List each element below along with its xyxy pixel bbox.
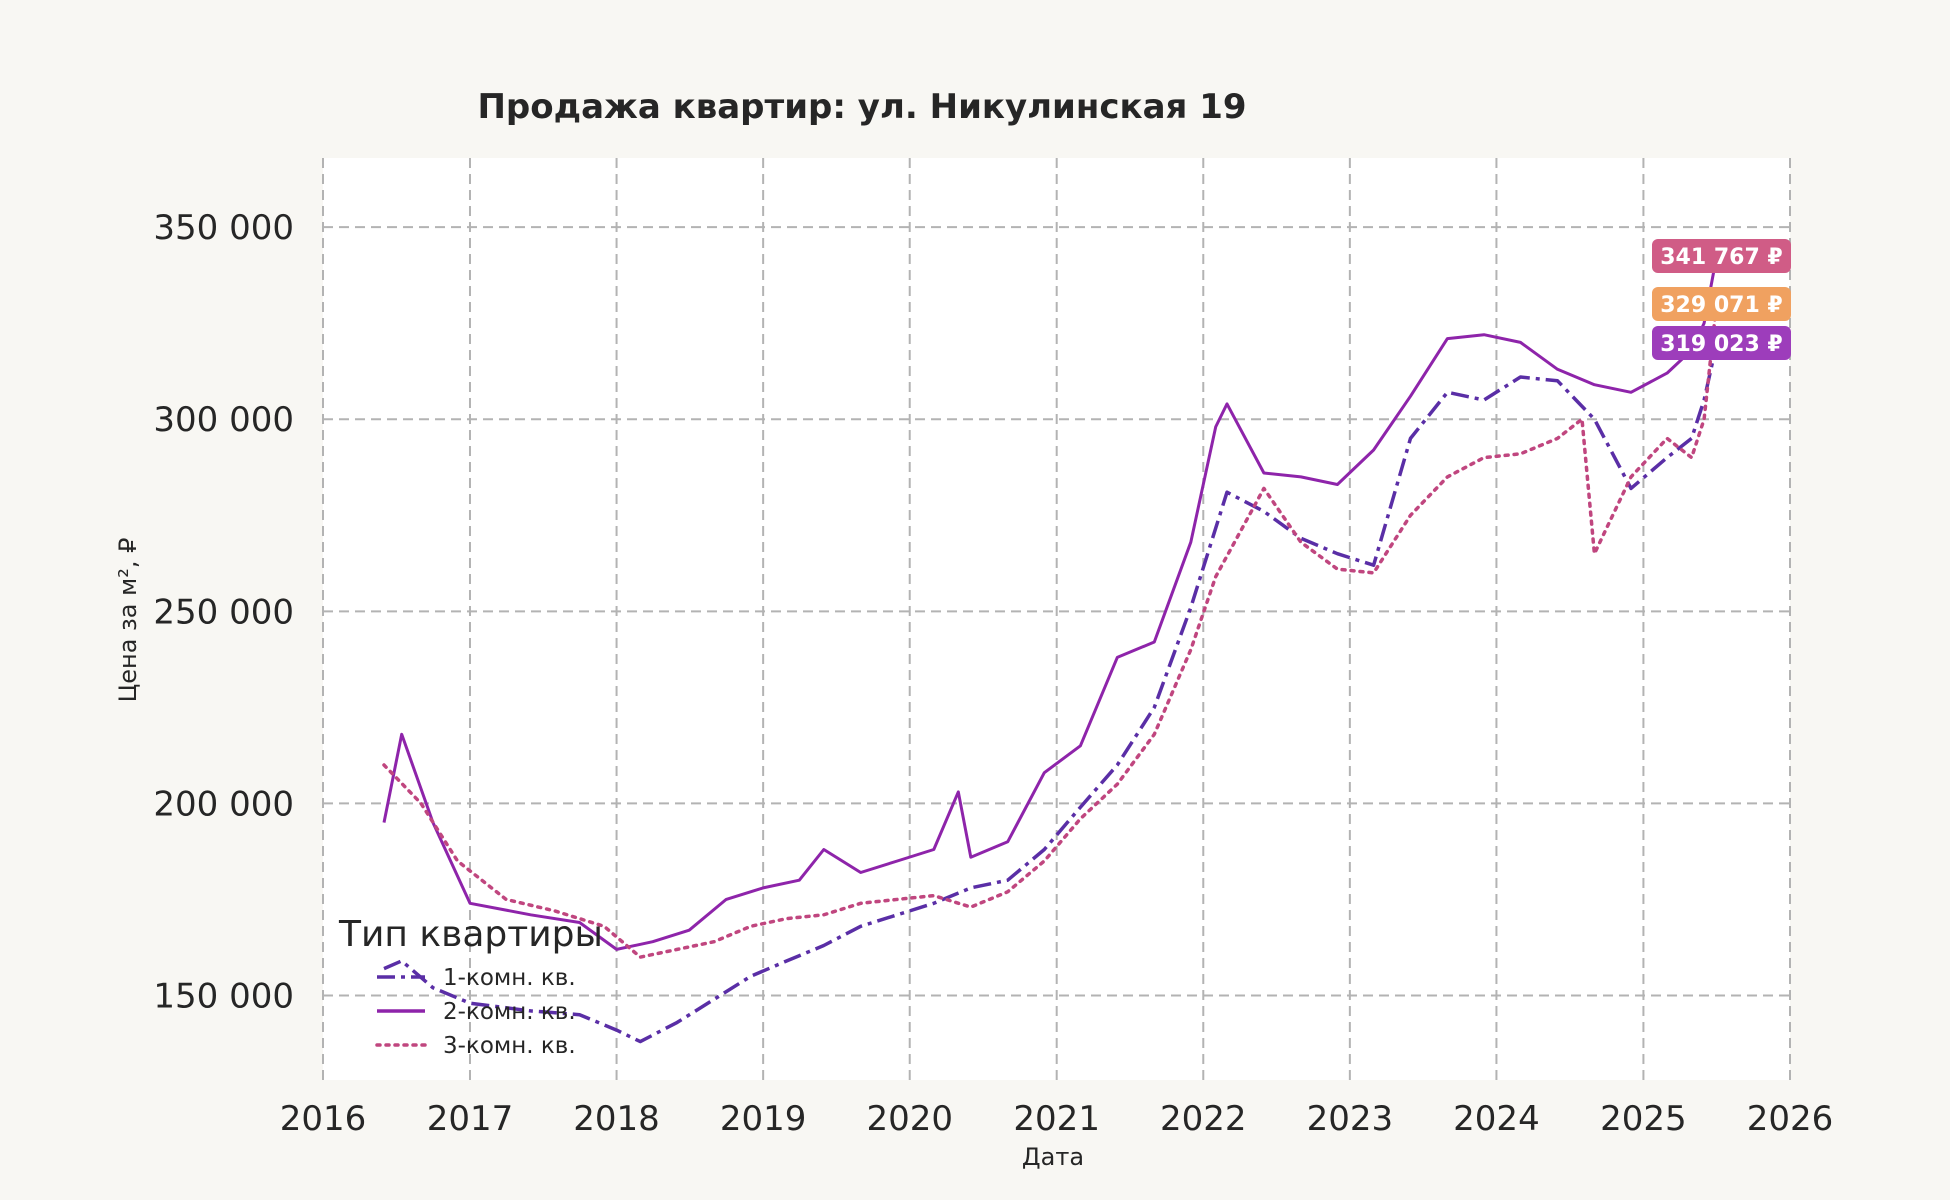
x-tick-label: 2017 xyxy=(427,1099,514,1139)
x-tick-label: 2019 xyxy=(720,1099,807,1139)
tick-labels: 2016 2017 2018 2019 2020 2021 2022 2023 2024 2025… xyxy=(153,208,1833,1139)
value-badge xyxy=(1652,326,1791,360)
x-tick-label: 2018 xyxy=(573,1099,660,1139)
legend-label: 2-комн. кв. xyxy=(443,999,576,1025)
x-tick-label: 2016 xyxy=(280,1099,367,1139)
value-badge xyxy=(1652,287,1791,321)
grid xyxy=(322,158,1791,1080)
x-tick-label: 2023 xyxy=(1307,1099,1394,1139)
chart-title: Продажа квартир: ул. Никулинская 19 xyxy=(477,87,1246,127)
y-tick-label: 350 000 xyxy=(153,208,294,248)
value-badge-label: 329 071 ₽ xyxy=(1660,293,1782,318)
legend-label: 1-комн. кв. xyxy=(443,965,576,991)
x-tick-label: 2026 xyxy=(1747,1099,1834,1139)
y-tick-label: 250 000 xyxy=(153,592,294,632)
y-axis-label: Цена за м², ₽ xyxy=(114,538,142,703)
series-lines xyxy=(382,258,1718,1044)
legend-title: Тип квартиры xyxy=(338,914,603,955)
y-tick-label: 150 000 xyxy=(153,976,294,1016)
legend: Тип квартиры 1-комн. кв. 2-комн. кв. 3-ком… xyxy=(338,914,603,1059)
x-tick-label: 2020 xyxy=(866,1099,953,1139)
x-tick-label: 2022 xyxy=(1160,1099,1247,1139)
value-badges: 341 767 ₽ 329 071 ₽ 319 023 ₽ xyxy=(1652,239,1791,360)
legend-label: 3-комн. кв. xyxy=(443,1033,576,1059)
series-line xyxy=(382,305,1718,959)
y-tick-label: 200 000 xyxy=(153,784,294,824)
x-tick-label: 2024 xyxy=(1453,1099,1540,1139)
x-tick-label: 2025 xyxy=(1600,1099,1687,1139)
x-axis-label: Дата xyxy=(1022,1143,1084,1171)
series-line xyxy=(382,258,1718,951)
value-badge xyxy=(1652,239,1791,273)
x-tick-label: 2021 xyxy=(1013,1099,1100,1139)
y-tick-label: 300 000 xyxy=(153,400,294,440)
value-badge-label: 341 767 ₽ xyxy=(1660,245,1782,270)
value-badge-label: 319 023 ₽ xyxy=(1660,332,1782,357)
series-line xyxy=(383,345,1718,1044)
